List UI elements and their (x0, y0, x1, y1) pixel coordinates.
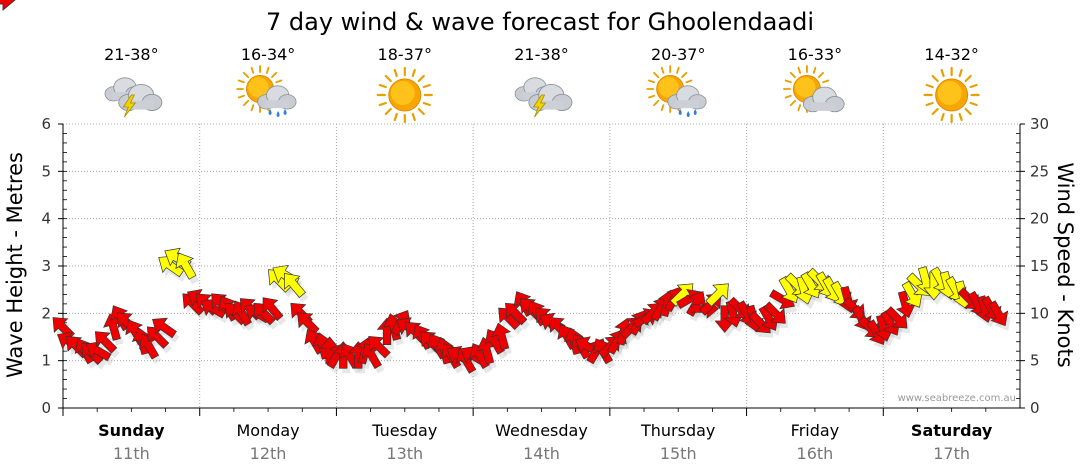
sun-cloud-rain-icon (646, 65, 707, 117)
day-name: Wednesday (495, 421, 588, 440)
temp-range: 14-32° (924, 45, 979, 64)
wind-arrow (686, 291, 707, 317)
wind-arrow (763, 301, 786, 324)
temp-range: 18-37° (378, 45, 433, 64)
grid (63, 123, 1020, 408)
tick-label-right: 5 (1030, 352, 1040, 370)
chart-title: 7 day wind & wave forecast for Ghoolenda… (266, 8, 814, 36)
day-column: 21-38° Sunday 11th (98, 45, 165, 463)
tick-label-right: 30 (1030, 115, 1049, 133)
day-date: 17th (933, 444, 970, 463)
wind-arrows (0, 0, 1009, 374)
tick-label-right: 20 (1030, 210, 1049, 228)
y-axis-left-label: Wave Height - Metres (3, 152, 27, 378)
axes: 0 1 2 3 4 5 6 0 5 10 15 20 25 30 (41, 115, 1049, 417)
wind-arrow (705, 283, 729, 307)
wind-arrow (284, 273, 306, 298)
y-axis-right-label: Wind Speed - Knots (1053, 162, 1077, 367)
day-column: 18-37° Tuesday 13th (371, 45, 437, 463)
tick-label-left: 5 (41, 162, 51, 180)
tick-label-left: 1 (41, 352, 51, 370)
wind-arrow (152, 317, 177, 339)
wind-arrow (175, 252, 197, 280)
tick-label-right: 0 (1030, 399, 1040, 417)
day-name: Monday (236, 421, 299, 440)
day-date: 14th (523, 444, 560, 463)
storm-cloud-icon (514, 77, 573, 118)
wind-arrow (988, 300, 1009, 327)
wind-arrow (758, 305, 779, 331)
temp-range: 21-38° (104, 45, 159, 64)
day-date: 13th (386, 444, 423, 463)
day-date: 16th (797, 444, 834, 463)
sun-cloud-icon (783, 65, 845, 113)
credit-text: www.seabreeze.com.au (898, 393, 1016, 404)
temp-range: 16-33° (788, 45, 843, 64)
wind-arrow (262, 297, 284, 321)
day-column: 21-38° Wednesday 14th (495, 45, 588, 463)
wind-arrow (748, 310, 771, 334)
sun-icon (376, 66, 433, 124)
day-name: Sunday (98, 421, 165, 440)
sun-icon (923, 66, 980, 124)
tick-label-left: 3 (41, 257, 51, 275)
day-name: Thursday (640, 421, 715, 440)
wind-arrow (491, 322, 512, 351)
tick-label-right: 15 (1030, 257, 1049, 275)
temp-range: 16-34° (241, 45, 296, 64)
wind-arrow (0, 0, 16, 11)
tick-label-right: 10 (1030, 304, 1049, 322)
tick-label-right: 25 (1030, 162, 1049, 180)
day-column: 16-34° Monday 12th (236, 45, 300, 463)
day-name: Saturday (911, 421, 993, 440)
temp-range: 21-38° (514, 45, 569, 64)
tick-label-left: 2 (41, 304, 51, 322)
wind-arrow (368, 336, 391, 359)
day-columns: 21-38° Sunday 11th 16-34° Monday 12th 18-37° Tu… (98, 45, 993, 463)
day-column: 16-33° Friday 16th (783, 45, 845, 463)
wind-arrow (880, 309, 901, 336)
wind-arrow (94, 331, 118, 354)
wind-arrow (253, 302, 276, 326)
wind-arrow (297, 312, 320, 335)
wind-arrow (778, 275, 800, 304)
day-date: 12th (250, 444, 287, 463)
wind-arrow (885, 306, 908, 329)
wind-arrow (85, 341, 112, 362)
wind-arrow (895, 290, 916, 319)
day-date: 11th (113, 444, 150, 463)
day-name: Tuesday (371, 421, 437, 440)
temp-range: 20-37° (651, 45, 706, 64)
day-name: Friday (791, 421, 840, 440)
tick-label-left: 0 (41, 399, 51, 417)
day-column: 20-37° Thursday 15th (640, 45, 715, 463)
wind-arrow (505, 302, 528, 326)
storm-cloud-icon (104, 77, 163, 118)
tick-label-left: 4 (41, 210, 51, 228)
wind-arrow (800, 271, 822, 299)
tick-label-left: 6 (41, 115, 51, 133)
wind-arrow (158, 255, 185, 278)
day-date: 15th (660, 444, 697, 463)
sun-cloud-rain-icon (236, 65, 297, 117)
day-column: 14-32° Saturday 17th (911, 45, 993, 463)
